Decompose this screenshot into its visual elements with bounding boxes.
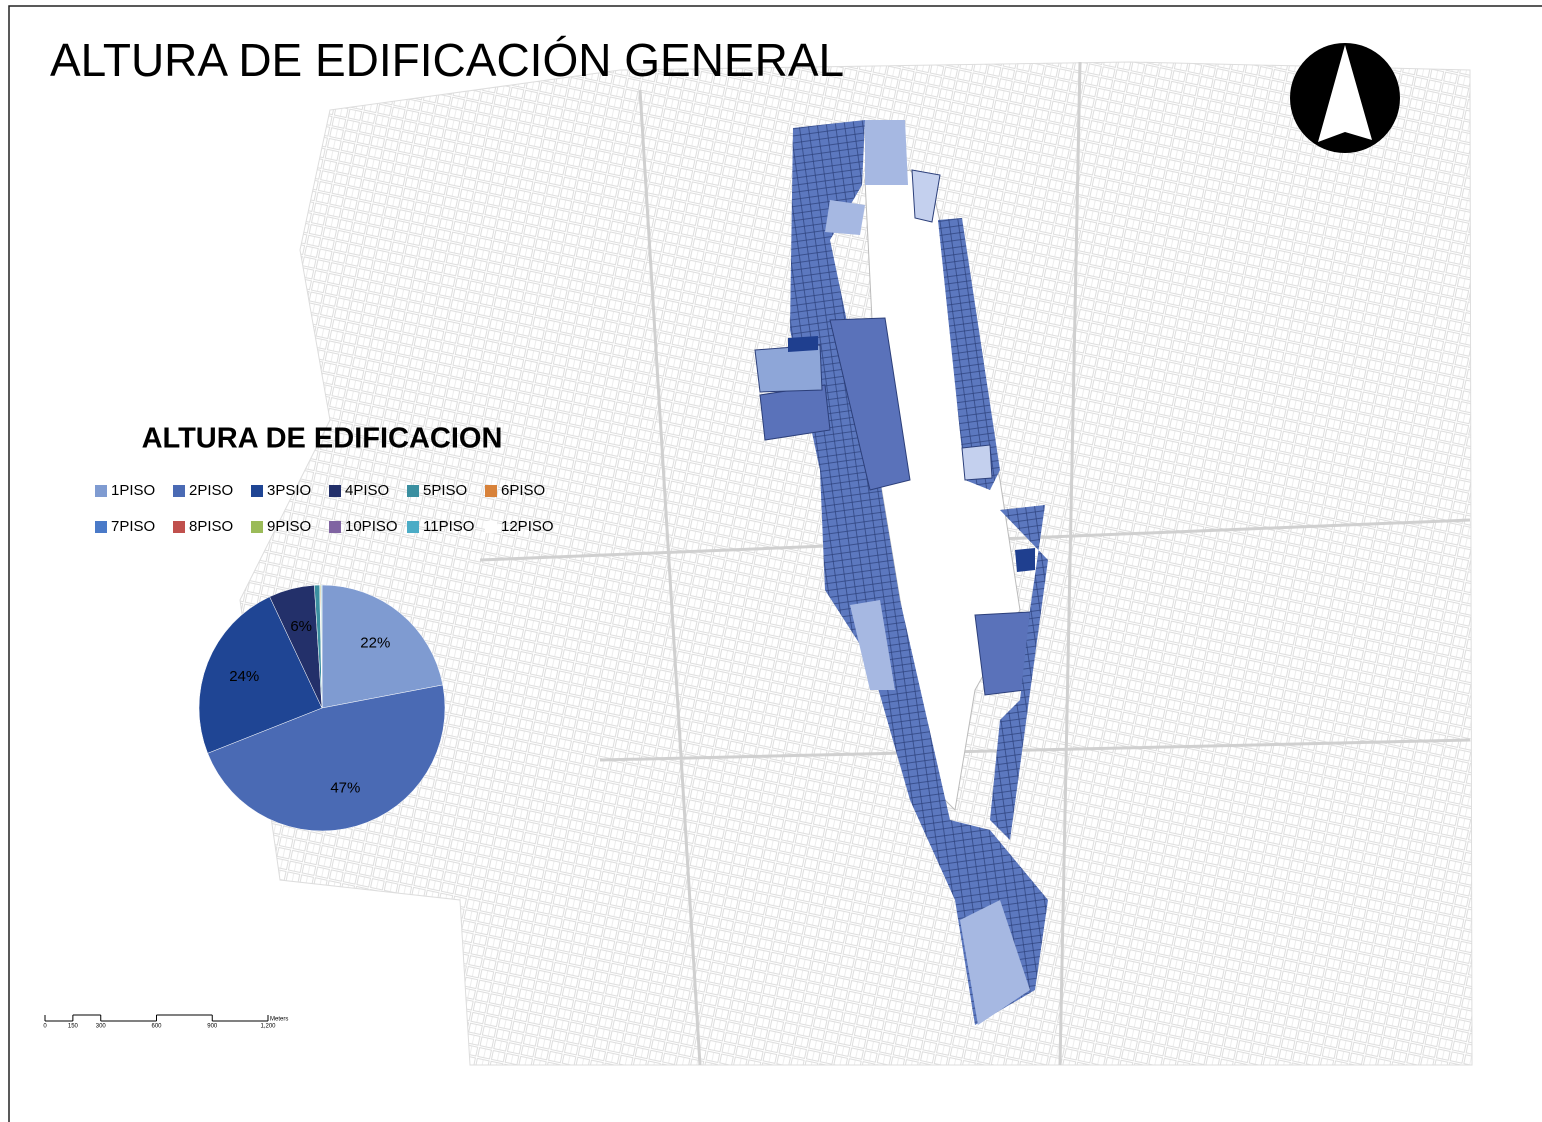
scale-label: 150 [68, 1024, 79, 1030]
corridor [754, 120, 1048, 1025]
legend-swatch [329, 521, 341, 533]
north-arrow [1290, 43, 1400, 153]
legend-label: 1PISO [111, 482, 155, 499]
legend-label: 7PISO [111, 518, 155, 535]
legend-label: 11PISO [423, 518, 474, 535]
legend-swatch [251, 521, 263, 533]
frame [8, 5, 1542, 1122]
legend-swatch [485, 485, 497, 497]
legend-swatch [407, 521, 419, 533]
legend-label: 2PISO [189, 482, 233, 499]
map-title: ALTURA DE EDIFICACIÓN GENERAL [50, 34, 844, 86]
legend-swatch [251, 485, 263, 497]
pie-slice [320, 584, 323, 709]
legend-swatch [329, 485, 341, 497]
legend-swatch [407, 485, 419, 497]
pie-slice [198, 596, 323, 754]
legend-label: 8PISO [189, 518, 233, 535]
legend-swatch [95, 521, 107, 533]
legend-swatch [95, 485, 107, 497]
legend-swatch [485, 521, 497, 533]
pie-slice [321, 584, 444, 709]
pie-slice [207, 684, 446, 832]
legend-label: 5PISO [423, 482, 467, 499]
legend-label: 3PSIO [267, 482, 311, 499]
scale-unit: Meters [270, 1017, 288, 1023]
scale-label: 900 [207, 1024, 218, 1030]
legend-label: 12PISO [501, 518, 554, 535]
legend-swatch [173, 521, 185, 533]
scale-label: 1,200 [260, 1024, 276, 1030]
slice-label: 24% [229, 668, 259, 685]
slice-label: 47% [330, 779, 360, 796]
legend-label: 10PISO [345, 518, 398, 535]
scale-label: 300 [96, 1024, 107, 1030]
pie-chart: 22% 47% 24% 6% [198, 584, 446, 832]
legend-label: 9PISO [267, 518, 311, 535]
legend-label: 6PISO [501, 482, 545, 499]
legend-swatch [173, 485, 185, 497]
legend: 1PISO 2PISO 3PSIO 4PISO 5PISO 6PISO 7PISO 8PISO… [95, 482, 554, 535]
chart-title: ALTURA DE EDIFICACION [142, 423, 503, 455]
scale-label: 600 [151, 1024, 162, 1030]
slice-label: 22% [360, 635, 390, 652]
scale-label: 0 [43, 1024, 47, 1030]
slice-label: 6% [290, 618, 312, 635]
legend-label: 4PISO [345, 482, 389, 499]
